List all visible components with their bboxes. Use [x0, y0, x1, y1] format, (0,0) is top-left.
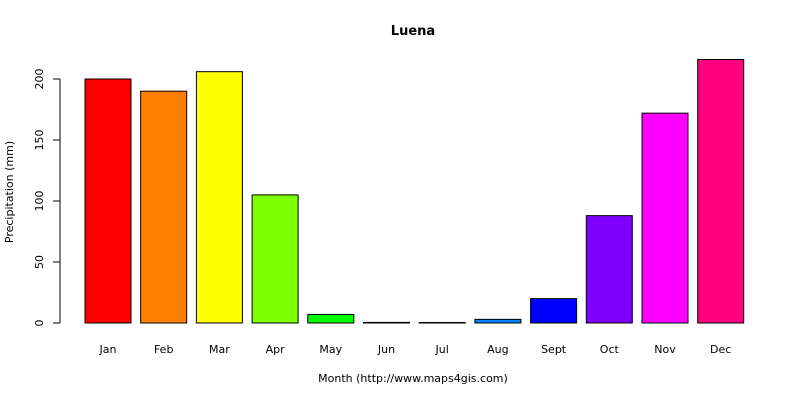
bar-sept — [530, 298, 578, 324]
chart-title: Luena — [391, 24, 435, 39]
bar-jan — [84, 78, 132, 324]
x-tick-label: Jan — [99, 343, 117, 356]
bar-nov — [641, 112, 689, 324]
x-tick-labels: Jan Feb Mar Apr May Jun Jul Aug Sept Oct Nov Dec — [99, 343, 732, 356]
bars — [84, 58, 745, 324]
x-tick-label: Jun — [377, 343, 395, 356]
x-tick-label: Feb — [154, 343, 173, 356]
bar-jun — [363, 321, 410, 324]
bar-dec — [697, 58, 745, 324]
bar-oct — [585, 215, 633, 324]
y-tick-label: 200 — [33, 69, 46, 90]
bar-aug — [474, 318, 522, 324]
x-tick-label: Sept — [541, 343, 567, 356]
y-tick-label: 150 — [33, 130, 46, 151]
y-tick-label: 50 — [33, 255, 46, 269]
x-tick-label: Nov — [654, 343, 676, 356]
x-tick-label: Jul — [435, 343, 449, 356]
bar-may — [307, 313, 355, 324]
y-tick-label: 100 — [33, 191, 46, 212]
x-tick-label: Mar — [209, 343, 230, 356]
bar-jul — [418, 322, 466, 324]
bar-mar — [195, 71, 243, 324]
x-axis-label: Month (http://www.maps4gis.com) — [318, 372, 508, 385]
y-axis-label: Precipitation (mm) — [3, 141, 16, 243]
x-tick-label: Dec — [710, 343, 731, 356]
y-tick-label: 0 — [33, 320, 46, 327]
x-tick-label: Aug — [487, 343, 508, 356]
bar-apr — [251, 194, 299, 324]
y-axis: 0 50 100 150 200 — [33, 69, 61, 327]
x-tick-label: Apr — [266, 343, 286, 356]
x-tick-label: May — [319, 343, 342, 356]
x-tick-label: Oct — [600, 343, 620, 356]
bar-feb — [140, 90, 188, 324]
